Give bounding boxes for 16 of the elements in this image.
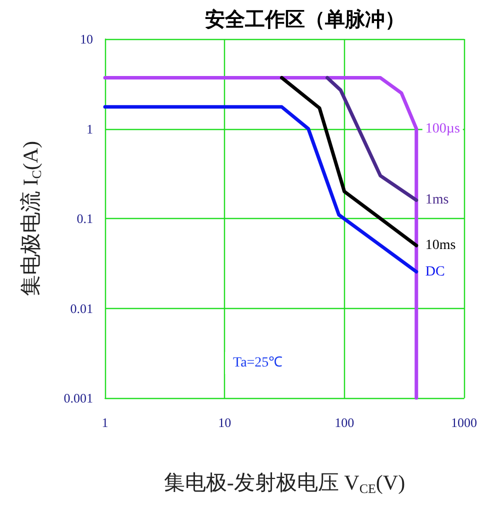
y-tick-label: 10 (80, 32, 93, 46)
x-tick-label: 1000 (451, 415, 477, 430)
y-tick-label: 0.1 (76, 211, 93, 226)
y-axis-title: 集电极电流 IC(A) (18, 140, 44, 296)
x-tick-label: 100 (334, 415, 354, 430)
y-tick-label: 1 (86, 121, 93, 136)
chart-title: 安全工作区（单脉冲） (205, 7, 405, 31)
y-tick-label: 0.001 (64, 390, 93, 406)
x-tick-label: 10 (218, 415, 232, 430)
series-label: DC (425, 264, 445, 280)
series-label: 100µs (425, 121, 460, 136)
series-label: 10ms (425, 238, 456, 254)
series-label: 1ms (425, 192, 449, 208)
x-tick-label: 1 (102, 415, 108, 430)
annotation: Ta=25℃ (233, 356, 283, 370)
y-tick-label: 0.01 (70, 300, 93, 316)
